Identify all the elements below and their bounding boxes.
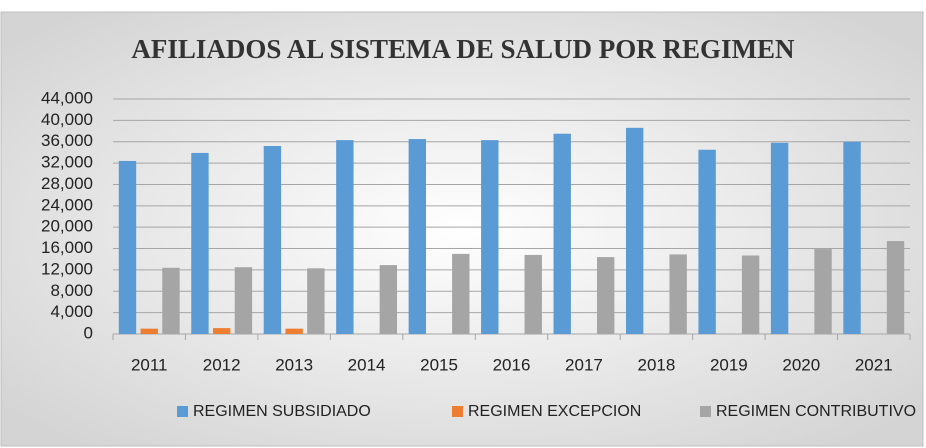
y-tick-label: 4,000 [50,302,93,321]
bar [285,328,303,334]
chart-frame [0,11,924,447]
legend-swatch [452,406,463,417]
bar [118,160,137,334]
bar [452,253,470,334]
y-tick-label: 0 [84,323,93,342]
bar [625,127,644,334]
bar [669,254,687,334]
x-tick-label: 2020 [782,355,820,374]
x-tick-label: 2012 [203,355,241,374]
bar [234,267,253,334]
bar [596,257,615,334]
bar [379,265,398,334]
legend-label: REGIMEN SUBSIDIADO [193,403,371,420]
x-tick-label: 2014 [348,355,386,374]
bar [741,255,760,334]
bar [524,254,542,334]
bar [162,267,180,334]
y-tick-label: 12,000 [41,259,93,278]
bar [843,141,861,334]
x-tick-label: 2013 [275,355,313,374]
y-tick-label: 16,000 [41,238,93,257]
y-tick-label: 44,000 [41,88,93,107]
x-tick-label: 2018 [637,355,675,374]
bar [481,140,499,334]
bar [886,241,905,334]
y-tick-label: 8,000 [50,281,93,300]
bar [307,268,325,334]
bar [553,133,571,334]
bar [191,152,209,334]
x-tick-label: 2021 [855,355,893,374]
y-tick-label: 36,000 [41,131,93,150]
chart-title: AFILIADOS AL SISTEMA DE SALUD POR REGIME… [131,34,795,64]
bar [770,142,789,334]
legend-swatch [177,406,188,417]
x-tick-label: 2011 [131,355,168,374]
legend-swatch [700,406,711,417]
bar [814,249,832,334]
y-tick-label: 20,000 [41,217,93,236]
y-tick-label: 32,000 [41,153,93,172]
x-tick-label: 2019 [710,355,748,374]
legend-label: REGIMEN CONTRIBUTIVO [716,403,916,420]
y-tick-label: 24,000 [41,195,93,214]
bar [698,149,716,334]
x-tick-label: 2016 [493,355,531,374]
bar [263,146,282,334]
y-tick-label: 40,000 [41,110,93,129]
y-tick-label: 28,000 [41,174,93,193]
legend-label: REGIMEN EXCEPCION [468,403,641,420]
bar [336,140,354,334]
x-tick-label: 2017 [565,355,603,374]
bar [212,328,231,334]
bar [140,328,158,334]
bar [408,139,427,334]
x-tick-label: 2015 [420,355,458,374]
